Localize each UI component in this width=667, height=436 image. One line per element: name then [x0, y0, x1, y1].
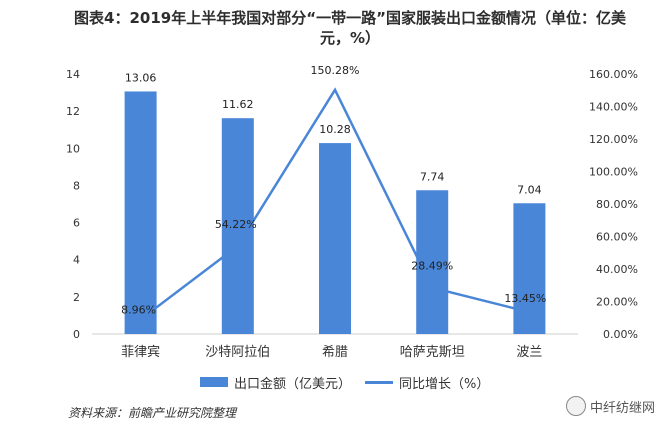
bar-value-label: 13.06	[125, 71, 157, 84]
left-axis: 0 2 4 6 8 10 12 14	[66, 68, 80, 341]
right-tick-label: 80.00%	[596, 198, 638, 211]
watermark: 中纤纺继网	[565, 396, 655, 416]
legend: 出口金额（亿美元） 同比增长（%）	[200, 372, 520, 392]
category-label: 波兰	[516, 345, 542, 360]
right-axis: 0.00% 20.00% 40.00% 60.00% 80.00% 100.00% 120.…	[589, 68, 638, 341]
line-value-label: 13.45%	[504, 292, 546, 305]
line-value-label: 54.22%	[215, 218, 257, 231]
left-tick-label: 14	[66, 68, 80, 81]
bar	[221, 118, 254, 334]
wechat-icon	[565, 396, 586, 416]
left-tick-label: 12	[66, 105, 80, 118]
legend-line: 同比增长（%）	[365, 373, 489, 392]
category-label: 希腊	[322, 345, 348, 360]
right-tick-label: 140.00%	[589, 101, 638, 114]
category-label: 沙特阿拉伯	[205, 345, 270, 360]
watermark-text: 中纤纺继网	[589, 400, 655, 416]
legend-line-label: 同比增长（%）	[399, 376, 490, 392]
bar-series	[124, 91, 546, 334]
line-value-label: 150.28%	[311, 64, 360, 77]
left-tick-label: 2	[73, 291, 80, 304]
legend-bar-swatch	[200, 377, 228, 387]
chart-title: 图表4：2019年上半年我国对部分“一带一路”国家服装出口金额情况（单位：亿美元…	[74, 9, 626, 47]
line-value-label: 8.96%	[121, 303, 156, 316]
left-tick-label: 10	[66, 142, 80, 155]
left-tick-label: 0	[73, 328, 80, 341]
right-tick-label: 100.00%	[589, 166, 638, 179]
bar	[124, 91, 157, 334]
category-axis: 菲律宾 沙特阿拉伯 希腊 哈萨克斯坦 波兰	[121, 344, 542, 360]
bar	[513, 203, 546, 334]
bar-value-label: 7.04	[517, 183, 542, 196]
left-tick-label: 4	[73, 254, 80, 267]
legend-bar-label: 出口金额（亿美元）	[234, 376, 352, 392]
legend-line-swatch	[365, 380, 394, 384]
left-tick-label: 8	[73, 179, 80, 192]
right-tick-label: 0.00%	[603, 328, 638, 341]
left-tick-label: 6	[73, 217, 80, 230]
bar-labels: 13.06 11.62 10.28 7.74 7.04	[125, 71, 542, 196]
right-tick-label: 40.00%	[596, 263, 638, 276]
category-label: 哈萨克斯坦	[400, 345, 465, 360]
right-tick-label: 60.00%	[596, 231, 638, 244]
bar-value-label: 10.28	[319, 123, 351, 136]
bar	[319, 143, 351, 334]
legend-bar: 出口金额（亿美元）	[200, 373, 351, 392]
bar-value-label: 11.62	[222, 98, 254, 111]
right-tick-label: 160.00%	[589, 68, 638, 81]
line-value-label: 28.49%	[411, 260, 453, 273]
source-note: 资料来源：前瞻产业研究院整理	[68, 406, 237, 420]
bar	[416, 190, 449, 334]
bar-value-label: 7.74	[420, 170, 445, 183]
line-labels: 8.96% 54.22% 150.28% 28.49% 13.45%	[121, 64, 546, 317]
right-tick-label: 120.00%	[589, 133, 638, 146]
growth-line	[139, 87, 530, 321]
right-tick-label: 20.00%	[596, 296, 638, 309]
category-label: 菲律宾	[121, 344, 160, 360]
